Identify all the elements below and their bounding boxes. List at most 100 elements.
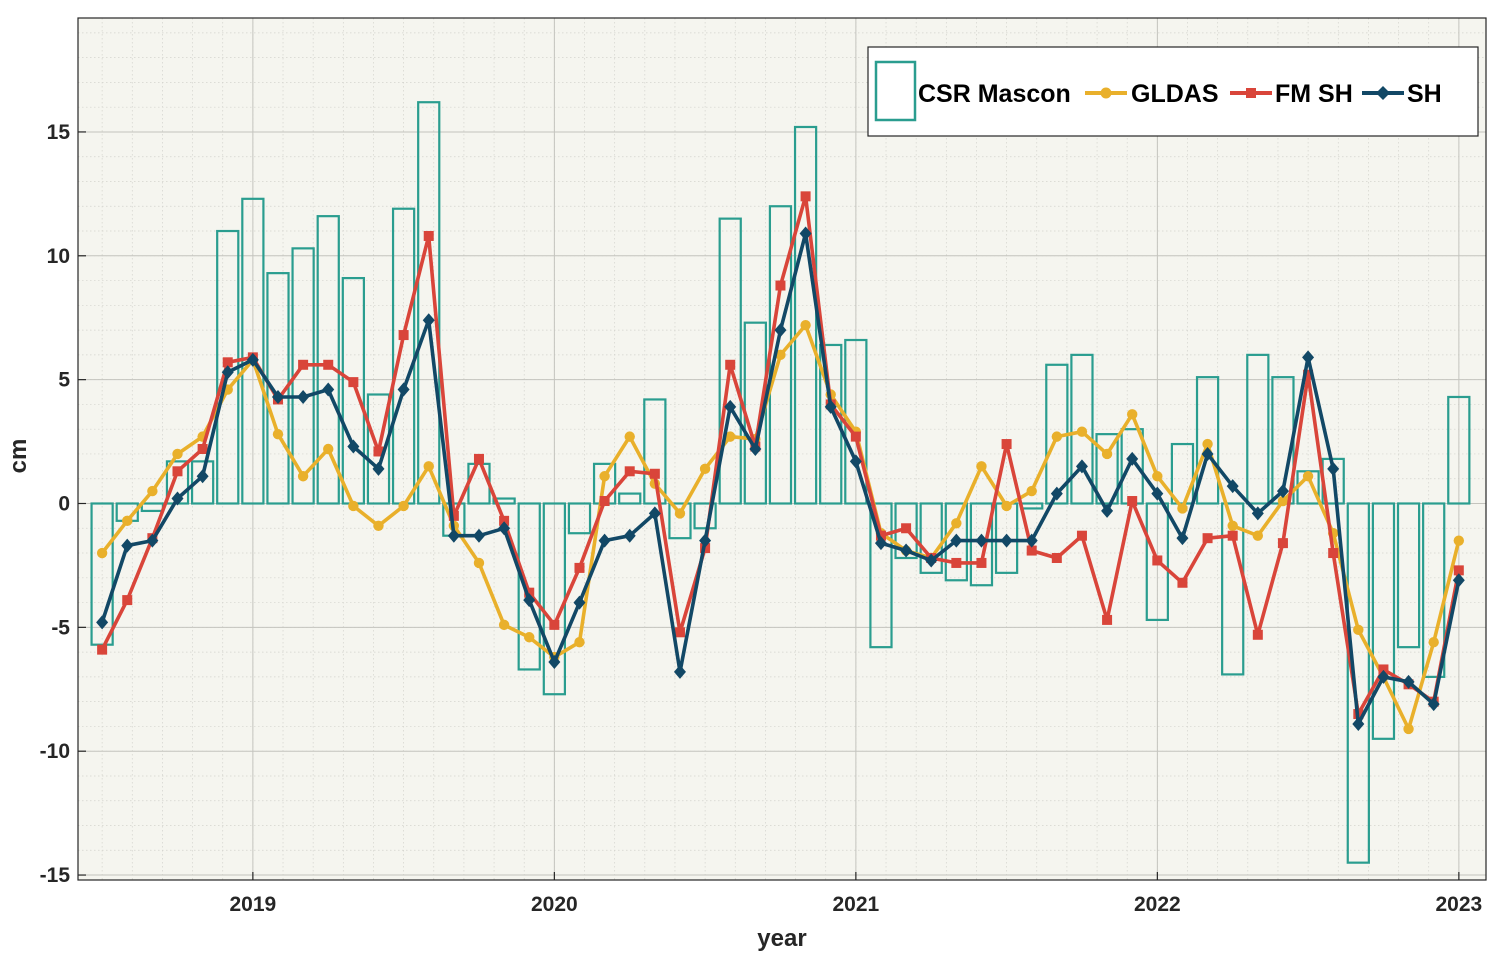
sh-point bbox=[749, 442, 762, 456]
fmsh-point bbox=[1001, 439, 1012, 450]
sh-point bbox=[523, 593, 536, 608]
sh-point bbox=[1075, 459, 1088, 474]
sh-point bbox=[950, 533, 963, 548]
legend-marker-sh bbox=[1376, 86, 1390, 100]
sh-point bbox=[799, 226, 812, 241]
sh-point bbox=[1176, 531, 1189, 546]
mascon-bar bbox=[417, 101, 441, 505]
gldas-point bbox=[574, 637, 585, 648]
sh-point bbox=[171, 491, 184, 506]
legend-label-sh: SH bbox=[1407, 80, 1442, 108]
fmsh-point bbox=[599, 496, 610, 507]
fmsh-point bbox=[901, 523, 912, 534]
mascon-bar bbox=[618, 492, 642, 505]
fmsh-point bbox=[122, 595, 133, 606]
sh-point bbox=[1226, 479, 1239, 494]
fmsh-point bbox=[1076, 530, 1087, 541]
plot-frame bbox=[77, 17, 1487, 881]
x-axis-label: year bbox=[757, 925, 806, 952]
legend: CSR Mascon GLDAS FM SH SH bbox=[867, 46, 1479, 137]
mascon-bar bbox=[190, 460, 215, 505]
mascon-bar bbox=[1246, 353, 1270, 505]
x-tick-label: 2022 bbox=[1134, 893, 1181, 916]
mascon-bar bbox=[1447, 395, 1471, 505]
fmsh-point bbox=[875, 530, 886, 541]
sh-point bbox=[900, 543, 913, 558]
fmsh-point bbox=[499, 515, 510, 526]
mascon-bar bbox=[1371, 502, 1396, 740]
sh-point bbox=[699, 533, 712, 548]
fmsh-point bbox=[524, 587, 535, 598]
fmsh-point bbox=[574, 562, 585, 573]
sh-point bbox=[196, 469, 209, 484]
sh-point bbox=[925, 553, 938, 568]
sh-point bbox=[1452, 573, 1465, 588]
mascon-bar bbox=[567, 502, 592, 535]
fmsh-point bbox=[850, 431, 861, 442]
fmsh-point bbox=[800, 191, 811, 202]
gldas-point bbox=[699, 463, 711, 475]
gldas-point bbox=[599, 471, 610, 482]
gldas-point bbox=[976, 461, 987, 472]
gldas-point bbox=[1026, 485, 1037, 497]
gldas-point bbox=[272, 428, 284, 440]
x-tick-label: 2020 bbox=[531, 893, 578, 916]
gldas-point bbox=[624, 431, 635, 442]
mascon-bar bbox=[1195, 376, 1220, 505]
gldas-point bbox=[498, 619, 510, 631]
gldas-point bbox=[398, 500, 409, 512]
mascon-bar bbox=[919, 502, 943, 574]
gldas-point bbox=[1076, 426, 1088, 437]
fmsh-point bbox=[1202, 533, 1213, 544]
fmsh-point bbox=[172, 466, 183, 477]
x-axis-ticks: 2019 2020 2021 2022 2023 bbox=[230, 872, 1482, 916]
fmsh-point bbox=[674, 627, 685, 638]
mascon-bar bbox=[718, 217, 742, 505]
gldas-point bbox=[1202, 438, 1213, 450]
mascon-bar bbox=[869, 502, 893, 649]
mascon-bar bbox=[241, 197, 265, 505]
series-sh bbox=[96, 226, 1465, 731]
gldas-point bbox=[951, 518, 962, 529]
fmsh-point bbox=[1127, 496, 1138, 507]
sh-point bbox=[1251, 506, 1264, 521]
gldas-point bbox=[674, 508, 686, 519]
legend-swatch-mascon bbox=[874, 60, 917, 122]
fmsh-point bbox=[1152, 555, 1163, 566]
fmsh-point bbox=[549, 619, 560, 630]
fmsh-point bbox=[348, 377, 359, 388]
sh-point bbox=[96, 615, 109, 630]
sh-point bbox=[1352, 716, 1365, 731]
gldas-point bbox=[1227, 520, 1238, 531]
gldas-point bbox=[1403, 723, 1414, 735]
mascon-bar bbox=[291, 247, 315, 505]
sh-point bbox=[548, 655, 561, 670]
sh-point bbox=[271, 389, 284, 404]
sh-point bbox=[322, 382, 335, 397]
sh-point bbox=[1276, 484, 1289, 499]
sh-point bbox=[1201, 446, 1214, 461]
gldas-point bbox=[1152, 471, 1163, 482]
gldas-point bbox=[1277, 495, 1289, 507]
y-axis-label: cm bbox=[5, 439, 32, 474]
legend-marker-fmsh bbox=[1246, 88, 1256, 98]
gldas-point bbox=[473, 557, 485, 569]
sh-point bbox=[1377, 669, 1390, 684]
gldas-point bbox=[1177, 503, 1188, 514]
sh-point bbox=[1427, 697, 1440, 712]
fmsh-point bbox=[624, 466, 635, 477]
fmsh-point bbox=[1453, 565, 1464, 576]
sh-point bbox=[146, 533, 159, 548]
sh-point bbox=[246, 352, 259, 367]
sh-point bbox=[422, 313, 435, 328]
x-tick-label: 2021 bbox=[833, 893, 880, 916]
y-axis-ticks: -15 -10 -5 0 5 10 15 bbox=[40, 121, 86, 887]
sh-point bbox=[573, 595, 586, 610]
mascon-bar bbox=[1396, 502, 1421, 649]
fmsh-point bbox=[298, 359, 309, 370]
sh-point bbox=[1327, 461, 1340, 476]
y-tick-label: 5 bbox=[58, 369, 70, 392]
gldas-point bbox=[1127, 409, 1138, 420]
gldas-point bbox=[524, 632, 535, 643]
mascon-bar bbox=[266, 272, 290, 505]
